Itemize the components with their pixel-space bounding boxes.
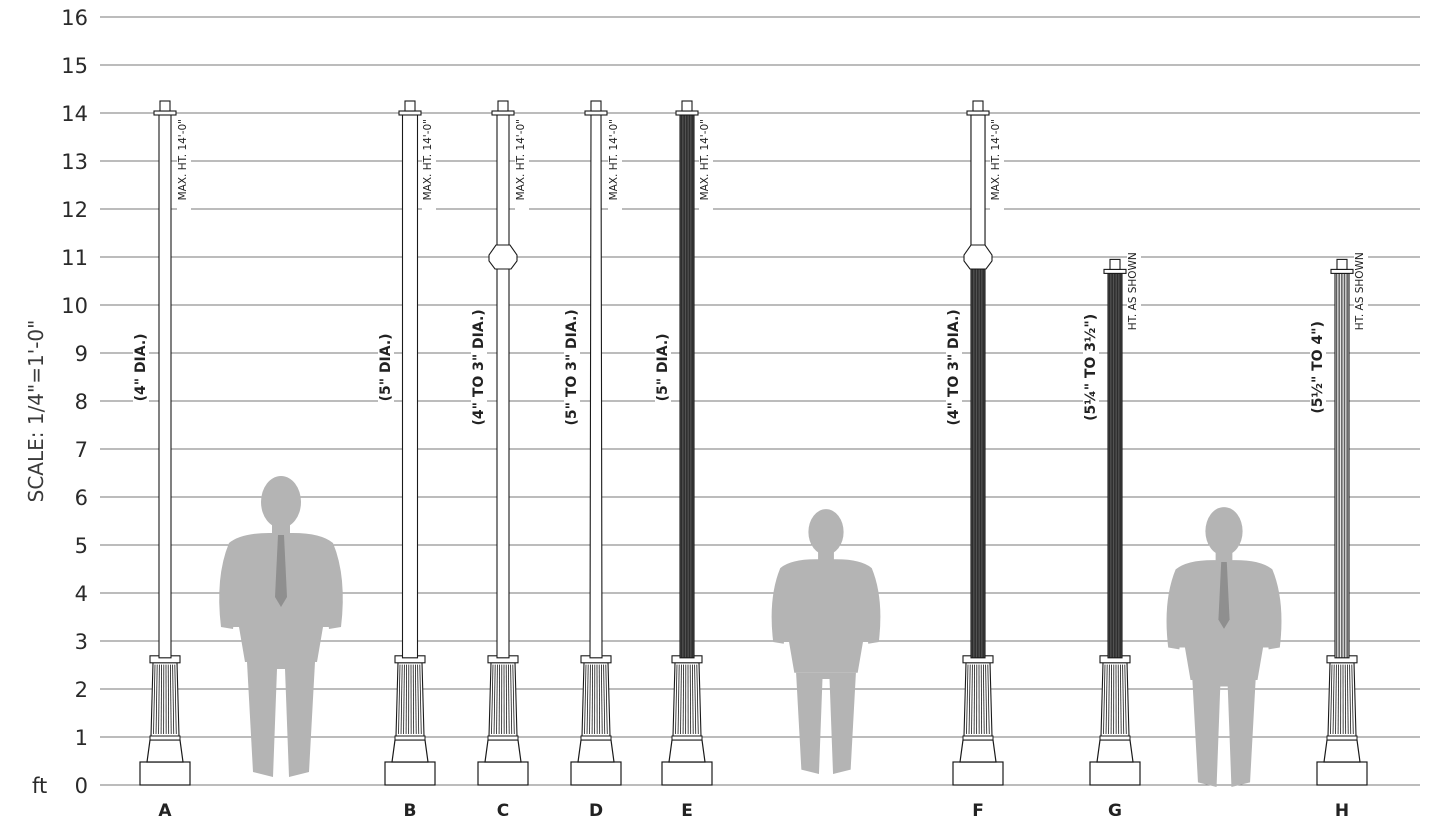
- pole-h: HT. AS SHOWN (5½" TO 4") H: [1310, 250, 1368, 821]
- pole-diameter-label: (5" DIA.): [655, 333, 671, 401]
- pole-shaft: [679, 114, 695, 659]
- pole-shaft: [1334, 272, 1350, 659]
- pole-diameter-label: (5" DIA.): [378, 333, 394, 401]
- pole-tenon: [972, 100, 984, 112]
- pole-letter-d: D: [589, 801, 603, 821]
- silhouette-woman: [771, 509, 881, 774]
- tick-label-15: 15: [61, 54, 88, 78]
- pole-b: MAX. HT. 14'-0" (5" DIA.) B: [378, 100, 436, 821]
- silhouette-man-suit: [219, 476, 343, 777]
- pole-tenon: [1336, 258, 1348, 270]
- pole-base: [570, 761, 622, 786]
- tick-label-8: 8: [75, 390, 88, 414]
- tick-label-6: 6: [75, 486, 88, 510]
- pole-base: [139, 761, 191, 786]
- pole-height-label: MAX. HT. 14'-0": [515, 119, 527, 200]
- tick-label-9: 9: [75, 342, 88, 366]
- tick-label-3: 3: [75, 630, 88, 654]
- pole-base: [384, 761, 436, 786]
- pole-shaft: [1107, 272, 1123, 659]
- tick-label-1: 1: [75, 726, 88, 750]
- pole-f: MAX. HT. 14'-0" (4" TO 3" DIA.) F: [946, 100, 1004, 821]
- pole-height-label: MAX. HT. 14'-0": [422, 119, 434, 200]
- pole-a: MAX. HT. 14'-0" (4" DIA.) A: [133, 100, 191, 821]
- pole-collar: [963, 244, 993, 270]
- tick-label-13: 13: [61, 150, 88, 174]
- tick-label-14: 14: [61, 102, 88, 126]
- pole-base: [477, 761, 529, 786]
- pole-shaft: [401, 114, 419, 659]
- pole-diameter-label: (5" TO 3" DIA.): [564, 309, 580, 425]
- human-figures: [219, 476, 1282, 787]
- tick-label-10: 10: [61, 294, 88, 318]
- pole-shaft: [589, 114, 603, 659]
- pole-tenon: [590, 100, 602, 112]
- pole-tenon: [497, 100, 509, 112]
- pole-diameter-label: (5½" TO 4"): [1310, 321, 1326, 414]
- pole-tenon: [1109, 258, 1121, 270]
- pole-collar: [488, 244, 518, 270]
- pole-shaft: [158, 114, 172, 659]
- silhouette-man-hands-in-pockets: [1166, 507, 1282, 787]
- pole-shaft: [496, 114, 510, 659]
- pole-d: MAX. HT. 14'-0" (5" TO 3" DIA.) D: [564, 100, 622, 821]
- pole-height-label: MAX. HT. 14'-0": [177, 119, 189, 200]
- pole-diameter-label: (4" DIA.): [133, 333, 149, 401]
- pole-tenon: [404, 100, 416, 112]
- pole-tenon: [159, 100, 171, 112]
- pole-diameter-label: (4" TO 3" DIA.): [471, 309, 487, 425]
- pole-letter-h: H: [1335, 801, 1349, 821]
- pole-letter-g: G: [1108, 801, 1122, 821]
- pole-letter-a: A: [158, 801, 172, 821]
- pole-height-label: MAX. HT. 14'-0": [699, 119, 711, 200]
- pole-height-label: HT. AS SHOWN: [1127, 252, 1139, 330]
- pole-letter-c: C: [497, 801, 509, 821]
- pole-diameter-label: (4" TO 3" DIA.): [946, 309, 962, 425]
- pole-base: [1316, 761, 1368, 786]
- pole-base: [952, 761, 1004, 786]
- tick-label-12: 12: [61, 198, 88, 222]
- unit-label: ft: [32, 774, 47, 798]
- pole-base: [1089, 761, 1141, 786]
- pole-height-label: MAX. HT. 14'-0": [608, 119, 620, 200]
- pole-e: MAX. HT. 14'-0" (5" DIA.) E: [655, 100, 713, 821]
- tick-label-7: 7: [75, 438, 88, 462]
- pole-base: [661, 761, 713, 786]
- pole-letter-b: B: [404, 801, 417, 821]
- tick-label-2: 2: [75, 678, 88, 702]
- pole-letter-f: F: [972, 801, 984, 821]
- pole-diameter-label: (5¼" TO 3½"): [1083, 314, 1099, 421]
- tick-label-0: 0: [75, 774, 88, 798]
- tick-label-11: 11: [61, 246, 88, 270]
- tick-label-4: 4: [75, 582, 88, 606]
- pole-height-label: HT. AS SHOWN: [1354, 252, 1366, 330]
- pole-c: MAX. HT. 14'-0" (4" TO 3" DIA.) C: [471, 100, 529, 821]
- tick-label-16: 16: [61, 6, 88, 30]
- pole-height-label: MAX. HT. 14'-0": [990, 119, 1002, 200]
- pole-tenon: [681, 100, 693, 112]
- tick-label-5: 5: [75, 534, 88, 558]
- pole-g: HT. AS SHOWN (5¼" TO 3½") G: [1083, 250, 1141, 821]
- pole-letter-e: E: [681, 801, 693, 821]
